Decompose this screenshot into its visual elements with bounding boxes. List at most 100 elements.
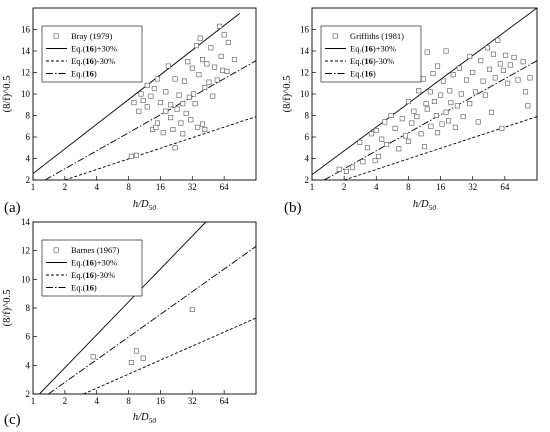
legend: Barnes (1967) Eq.(16)+30% Eq.(16)-30% Eq.(1… [41,239,143,297]
data-point [376,153,382,159]
x-tick-label: 1 [31,396,36,406]
legend-label: Eq.(16)-30% [71,270,115,280]
y-tick-label: 4 [26,154,31,164]
data-point [140,97,146,103]
y-tick-label: 14 [21,217,31,227]
data-point [525,103,531,109]
legend-label: Eq.(16) [71,69,97,79]
y-tick-label: 12 [300,68,309,78]
data-point [458,91,464,97]
data-point [388,113,394,119]
y-tick-label: 14 [21,46,31,56]
legend-marker [53,33,59,39]
data-point [414,114,420,120]
data-point [418,131,424,137]
data-point [357,139,363,145]
x-tick-label: 64 [220,182,230,192]
data-point [90,354,96,360]
data-point [204,61,210,67]
data-point [464,77,470,83]
data-point [186,94,192,100]
data-point [500,67,506,73]
data-point [180,131,186,137]
data-point [133,152,139,158]
data-point [225,39,231,45]
data-point [499,125,505,131]
legend-label: Eq.(16)-30% [71,56,115,66]
x-tick-label: 2 [342,182,347,192]
data-point [218,53,224,59]
reference-line [33,13,241,174]
x-tick-label: 4 [94,396,99,406]
x-tick-label: 32 [188,182,197,192]
data-point [467,53,473,59]
data-point [193,43,199,49]
y-tick-label: 12 [21,68,30,78]
data-point [189,65,195,71]
data-point [467,101,473,107]
data-point [507,62,513,68]
data-point [206,79,212,85]
data-point [503,52,509,58]
data-point [382,119,388,125]
data-point [200,121,206,127]
data-point [416,88,422,94]
legend-label: Eq.(16) [71,283,97,293]
x-tick-label: 1 [31,182,36,192]
data-point [136,108,142,114]
data-point [131,100,137,106]
data-point [450,72,456,78]
data-point [180,101,186,107]
y-tick-label: 4 [26,360,31,370]
data-point [456,65,462,71]
data-point [168,115,174,121]
data-point [490,51,496,57]
y-tick-label: 10 [300,89,310,99]
data-point [497,61,503,67]
data-point [475,119,481,125]
data-point [220,67,226,73]
data-point [379,136,385,142]
data-point [447,88,453,94]
data-point [217,23,223,29]
plot-area [39,222,256,394]
y-tick-label: 10 [21,89,31,99]
x-tick-label: 16 [156,182,166,192]
legend-marker [53,247,59,253]
y-tick-label: 2 [26,175,31,185]
data-point [128,153,134,159]
data-point [163,108,169,114]
data-point [428,123,434,129]
data-point [392,125,398,131]
data-point [210,93,216,99]
legend-label: Eq.(16)+30% [71,44,117,54]
x-tick-label: 8 [406,182,411,192]
data-point [154,76,160,82]
x-tick-label: 16 [156,396,166,406]
data-point [202,85,208,91]
data-point [423,101,429,107]
x-tick-label: 1 [310,182,315,192]
x-tick-label: 2 [63,396,68,406]
y-axis-label: (8/f)^0.5 [2,290,13,327]
data-point [473,89,479,95]
data-point [160,130,166,136]
data-point [153,124,159,130]
y-tick-label: 16 [300,25,310,35]
data-point [202,126,208,132]
data-point [511,54,517,60]
data-point [443,109,449,115]
data-point [221,32,227,38]
data-point [138,91,144,97]
y-tick-label: 12 [21,246,30,256]
data-point [176,92,182,98]
data-point [144,104,150,110]
data-point [188,117,194,123]
legend: Bray (1979) Eq.(16)+30% Eq.(16)-30% Eq.(16) [41,25,143,83]
